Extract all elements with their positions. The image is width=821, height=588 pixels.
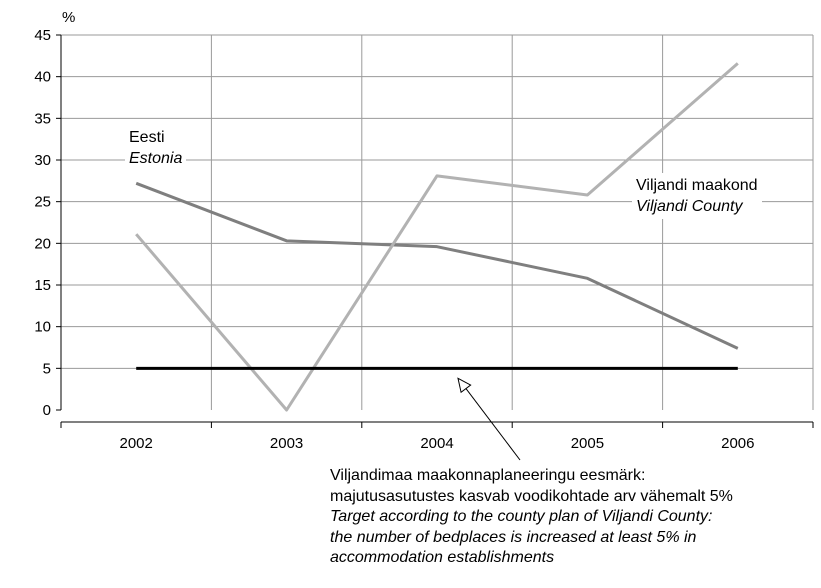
y-tick-label: 40 <box>34 69 51 86</box>
y-tick-label: 30 <box>34 152 51 169</box>
y-tick-label: 45 <box>34 27 51 44</box>
y-tick-label: 15 <box>34 277 51 294</box>
gridlines <box>61 34 814 410</box>
estonia-label-en: Estonia <box>129 150 183 167</box>
estonia-label-et: Eesti <box>129 129 165 146</box>
annotation-line-en-3: accommodation establishments <box>330 549 555 566</box>
x-tick-label: 2006 <box>721 435 754 452</box>
y-tick-label: 5 <box>43 360 51 377</box>
estonia-series-label: Eesti Estonia <box>125 125 187 171</box>
viljandi-series-label: Viljandi maakond Viljandi County <box>632 173 762 219</box>
annotation-line-en-2: the number of bedplaces is increased at … <box>330 528 697 546</box>
annotation-line-en-1: Target according to the county plan of V… <box>330 508 713 525</box>
y-axis-unit-label: % <box>62 9 75 26</box>
y-tick-label: 20 <box>34 235 51 252</box>
axes <box>56 34 814 428</box>
y-tick-label: 10 <box>34 319 51 336</box>
series-line-1 <box>135 62 739 412</box>
annotation-arrowhead <box>457 377 472 394</box>
annotation-line-et-2: majutusasutustes kasvab voodikohtade arv… <box>330 487 733 505</box>
viljandi-label-et: Viljandi maakond <box>636 177 758 194</box>
series-line-0 <box>135 181 739 350</box>
viljandi-label-en: Viljandi County <box>636 198 743 215</box>
tick-labels: 0 5 10 15 20 25 30 35 40 45 2002 2003 2004 2005 2006 <box>34 27 754 452</box>
annotation-pointer-line <box>461 383 521 461</box>
x-tick-label: 2003 <box>270 435 303 452</box>
series-lines <box>135 62 739 412</box>
x-tick-label: 2004 <box>420 435 453 452</box>
y-tick-label: 25 <box>34 194 51 211</box>
x-tick-label: 2002 <box>120 435 153 452</box>
target-annotation: Viljandimaa maakonnaplaneeringu eesmärk:… <box>330 466 733 569</box>
x-tick-label: 2005 <box>571 435 604 452</box>
y-tick-label: 35 <box>34 110 51 127</box>
y-tick-label: 0 <box>43 402 51 419</box>
annotation-line-et-1: Viljandimaa maakonnaplaneeringu eesmärk: <box>330 467 646 484</box>
